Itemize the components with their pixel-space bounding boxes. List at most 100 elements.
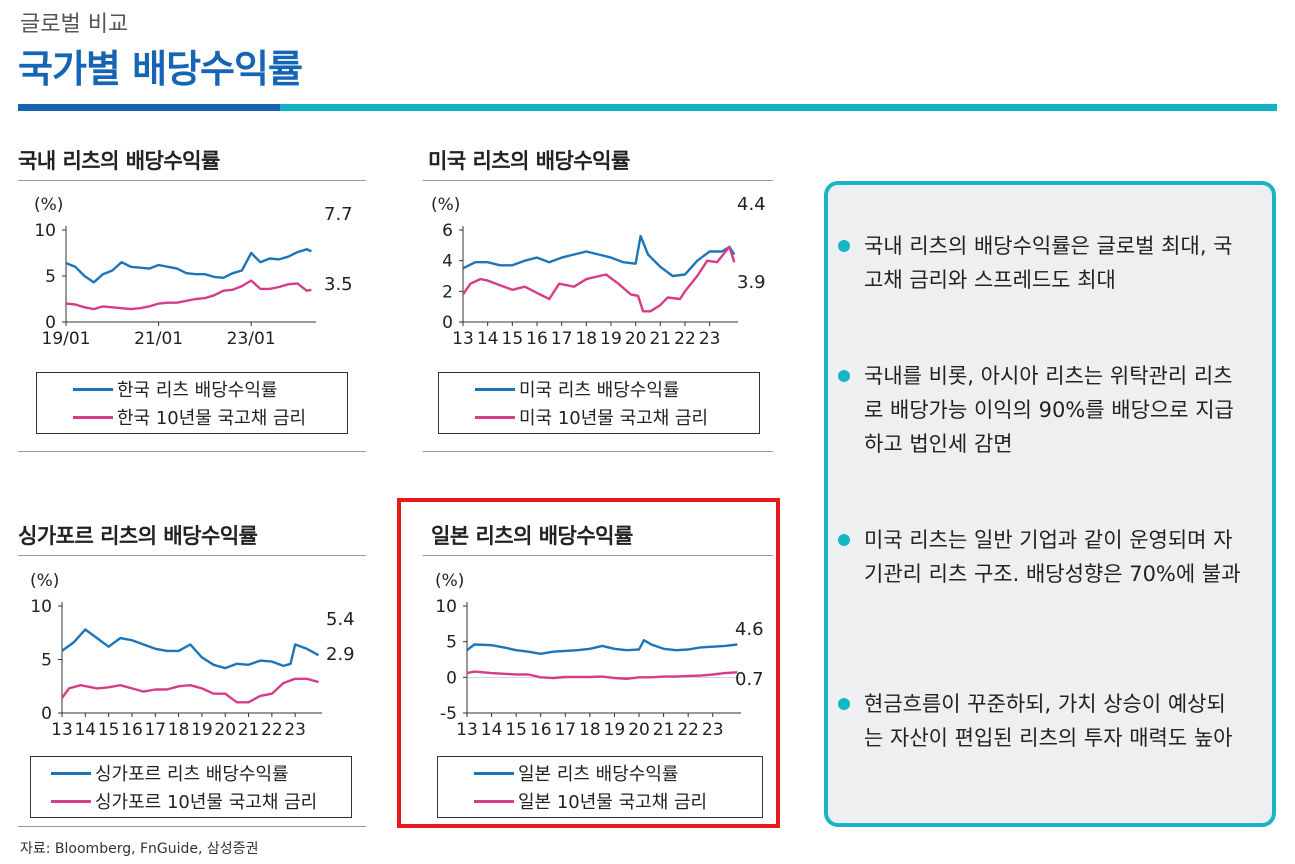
bullet-dot-icon bbox=[838, 698, 850, 710]
x-tick-label: 16 bbox=[530, 720, 552, 740]
divider bbox=[423, 555, 773, 556]
divider bbox=[423, 451, 773, 452]
x-tick-label: 18 bbox=[579, 720, 601, 740]
x-tick-label: 21 bbox=[653, 720, 675, 740]
legend-label: 한국 리츠 배당수익률 bbox=[117, 380, 278, 401]
x-tick-label: 14 bbox=[74, 720, 96, 740]
y-tick-label: 10 bbox=[30, 597, 52, 617]
x-tick-label: 22 bbox=[677, 720, 699, 740]
chart-panel-us: 미국 리츠의 배당수익률 (%) 0 2 4 6 13 14 15 16 17 18 19 20 21 22… bbox=[423, 145, 773, 455]
y-tick-label: 4 bbox=[442, 252, 453, 272]
chart-title: 국내 리츠의 배당수익률 bbox=[18, 149, 220, 173]
y-tick-label: 0 bbox=[45, 313, 56, 333]
x-tick-label: 17 bbox=[554, 720, 576, 740]
y-tick-label: 10 bbox=[34, 221, 56, 241]
x-tick-label: 20 bbox=[625, 329, 647, 349]
chart-title: 일본 리츠의 배당수익률 bbox=[431, 524, 633, 548]
divider bbox=[18, 826, 366, 827]
bullet-item: 국내를 비롯, 아시아 리츠는 위탁관리 리츠로 배당가능 이익의 90%를 배… bbox=[838, 359, 1244, 461]
line-chart: (%) 0 5 10 19/01 21/01 23/01 7.7 3.5 bbox=[34, 195, 353, 349]
x-tick-label: 21 bbox=[238, 720, 260, 740]
x-tick-label: 16 bbox=[121, 720, 143, 740]
line-chart: (%) 0 5 10 13 14 15 16 17 18 19 20 21 22 23 5.4 2.9 bbox=[30, 571, 355, 740]
reit-yield-line bbox=[466, 639, 738, 655]
legend-item: 일본 10년물 국고채 금리 bbox=[438, 787, 707, 815]
legend-label: 한국 10년물 국고채 금리 bbox=[117, 408, 307, 429]
legend-label: 싱가포르 10년물 국고채 금리 bbox=[95, 792, 318, 813]
bullet-item: 미국 리츠는 일반 기업과 같이 운영되며 자기관리 리츠 구조. 배당성향은 … bbox=[838, 523, 1244, 591]
divider bbox=[423, 180, 773, 181]
legend-swatch-bond bbox=[474, 799, 514, 803]
end-value-label: 0.7 bbox=[735, 669, 764, 690]
x-tick-label: 23 bbox=[699, 329, 721, 349]
chart-panel-singapore: 싱가포르 리츠의 배당수익률 (%) 0 5 10 13 14 15 16 17 18 19 20 21… bbox=[18, 520, 366, 830]
legend-swatch-reit bbox=[474, 771, 514, 775]
y-tick-label: -5 bbox=[440, 704, 457, 724]
bond-yield-line bbox=[65, 279, 312, 311]
chart-title: 싱가포르 리츠의 배당수익률 bbox=[18, 524, 258, 548]
x-tick-label: 15 bbox=[505, 720, 527, 740]
legend-item: 한국 리츠 배당수익률 bbox=[37, 375, 277, 403]
chart-panel-japan: 일본 리츠의 배당수익률 (%) -5 0 5 10 13 14 15 16 17 18 19 20 21… bbox=[423, 520, 773, 820]
reit-yield-line bbox=[462, 234, 736, 278]
legend-swatch-bond bbox=[73, 415, 113, 419]
y-tick-label: 2 bbox=[442, 282, 453, 302]
divider bbox=[18, 180, 366, 181]
bullet-dot-icon bbox=[838, 370, 850, 382]
chart-legend: 싱가포르 리츠 배당수익률 싱가포르 10년물 국고채 금리 bbox=[30, 756, 352, 818]
bullet-text: 현금흐름이 꾸준하되, 가치 상승이 예상되는 자산이 편입된 리츠의 투자 매… bbox=[864, 692, 1233, 750]
x-tick-label: 18 bbox=[168, 720, 190, 740]
y-tick-label: 5 bbox=[446, 633, 457, 653]
legend-label: 싱가포르 리츠 배당수익률 bbox=[95, 764, 289, 785]
x-tick-label: 13 bbox=[456, 720, 478, 740]
legend-item: 일본 리츠 배당수익률 bbox=[438, 759, 678, 787]
x-tick-label: 19/01 bbox=[42, 329, 91, 349]
x-tick-label: 17 bbox=[144, 720, 166, 740]
end-value-label: 3.5 bbox=[324, 274, 353, 295]
x-tick-label: 13 bbox=[51, 720, 73, 740]
title-underline-dark bbox=[18, 104, 280, 111]
chart-title: 미국 리츠의 배당수익률 bbox=[428, 149, 630, 173]
x-tick-label: 18 bbox=[575, 329, 597, 349]
y-unit-label: (%) bbox=[34, 195, 63, 215]
highlight-box bbox=[397, 498, 780, 828]
commentary-box: 국내 리츠의 배당수익률은 글로벌 최대, 국고채 금리와 스프레드도 최대 국… bbox=[824, 181, 1276, 827]
y-tick-label: 10 bbox=[435, 597, 457, 617]
bond-yield-line bbox=[462, 245, 736, 313]
divider bbox=[18, 555, 366, 556]
end-value-label: 2.9 bbox=[326, 644, 355, 665]
x-tick-label: 19 bbox=[600, 329, 622, 349]
bond-yield-line bbox=[466, 670, 738, 680]
bullet-text: 미국 리츠는 일반 기업과 같이 운영되며 자기관리 리츠 구조. 배당성향은 … bbox=[864, 528, 1241, 586]
bullet-text: 국내를 비롯, 아시아 리츠는 위탁관리 리츠로 배당가능 이익의 90%를 배… bbox=[864, 364, 1234, 456]
bullet-item: 국내 리츠의 배당수익률은 글로벌 최대, 국고채 금리와 스프레드도 최대 bbox=[838, 229, 1244, 297]
bond-yield-line bbox=[61, 677, 319, 704]
y-tick-label: 0 bbox=[446, 668, 457, 688]
x-tick-label: 21 bbox=[649, 329, 671, 349]
y-unit-label: (%) bbox=[30, 571, 59, 591]
source-note: 자료: Bloomberg, FnGuide, 삼성증권 bbox=[20, 841, 259, 857]
y-unit-label: (%) bbox=[431, 195, 460, 215]
legend-swatch-reit bbox=[51, 771, 91, 775]
y-tick-label: 0 bbox=[442, 313, 453, 333]
chart-legend: 미국 리츠 배당수익률 미국 10년물 국고채 금리 bbox=[438, 372, 760, 434]
bullet-text: 국내 리츠의 배당수익률은 글로벌 최대, 국고채 금리와 스프레드도 최대 bbox=[864, 234, 1233, 292]
y-unit-label: (%) bbox=[435, 571, 464, 591]
end-value-label: 7.7 bbox=[324, 204, 353, 225]
x-tick-label: 15 bbox=[502, 329, 524, 349]
chart-panel-korea: 국내 리츠의 배당수익률 (%) 0 5 10 19/01 21/01 23/01 7.7 3.… bbox=[18, 145, 366, 455]
bullet-dot-icon bbox=[838, 240, 850, 252]
x-tick-label: 22 bbox=[261, 720, 283, 740]
x-tick-label: 15 bbox=[98, 720, 120, 740]
bullet-dot-icon bbox=[838, 534, 850, 546]
chart-legend: 한국 리츠 배당수익률 한국 10년물 국고채 금리 bbox=[36, 372, 348, 434]
x-tick-label: 14 bbox=[477, 329, 499, 349]
x-tick-label: 21/01 bbox=[134, 329, 183, 349]
bullet-item: 현금흐름이 꾸준하되, 가치 상승이 예상되는 자산이 편입된 리츠의 투자 매… bbox=[838, 687, 1244, 755]
chart-legend: 일본 리츠 배당수익률 일본 10년물 국고채 금리 bbox=[437, 756, 763, 818]
y-tick-label: 5 bbox=[45, 267, 56, 287]
legend-item: 싱가포르 리츠 배당수익률 bbox=[31, 759, 289, 787]
legend-label: 미국 10년물 국고채 금리 bbox=[519, 408, 709, 429]
y-tick-label: 0 bbox=[41, 704, 52, 724]
legend-swatch-reit bbox=[73, 387, 113, 391]
